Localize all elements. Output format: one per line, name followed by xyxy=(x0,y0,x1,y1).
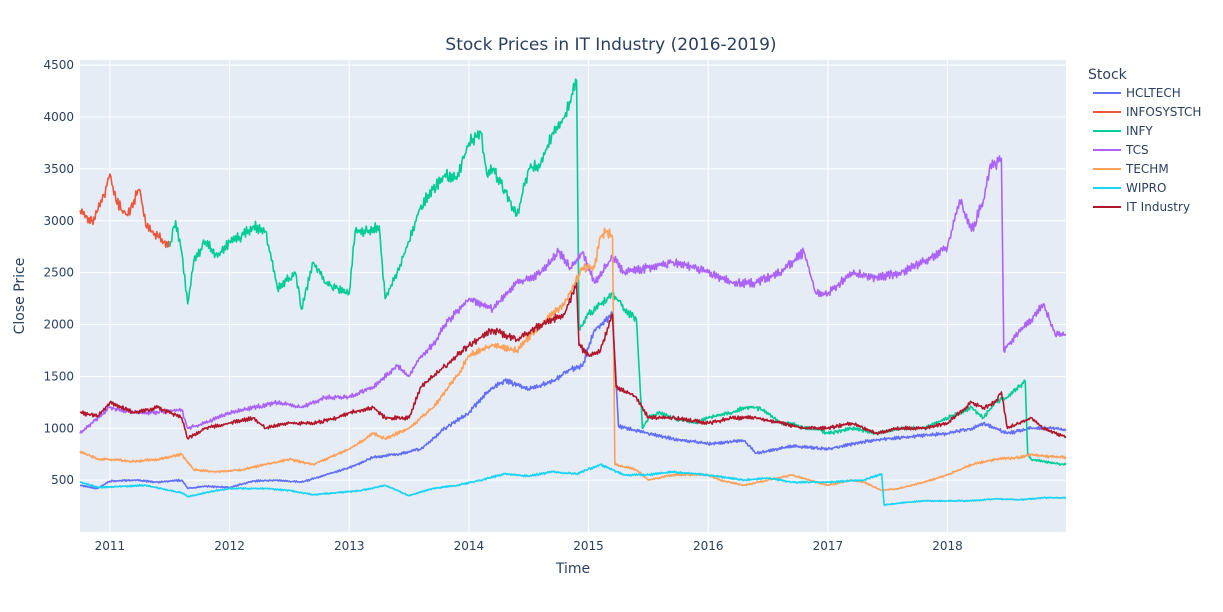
legend-item-techm[interactable]: TECHM xyxy=(1093,162,1169,176)
legend-item-infy[interactable]: INFY xyxy=(1093,124,1153,138)
legend-label: IT Industry xyxy=(1126,200,1190,214)
y-axis-title: Close Price xyxy=(12,258,28,335)
x-tick-label: 2017 xyxy=(813,539,844,553)
legend-item-wipro[interactable]: WIPRO xyxy=(1093,181,1166,195)
x-tick-labels: 2011 2012 2013 2014 2015 2016 2017 2018 xyxy=(95,539,963,553)
plot-area xyxy=(80,60,1066,532)
y-tick-label: 3500 xyxy=(43,162,74,176)
x-tick-label: 2012 xyxy=(214,539,245,553)
grid-lines xyxy=(80,60,1066,532)
legend-item-infosystch[interactable]: INFOSYSTCH xyxy=(1093,105,1201,119)
legend[interactable]: Stock HCLTECH INFOSYSTCH INFY TCS TECHM WIPRO… xyxy=(1088,67,1201,214)
legend-label: WIPRO xyxy=(1126,181,1166,195)
y-tick-label: 4500 xyxy=(43,58,74,72)
legend-label: INFOSYSTCH xyxy=(1126,105,1201,119)
y-tick-label: 2500 xyxy=(43,266,74,280)
x-tick-label: 2015 xyxy=(573,539,604,553)
series-line-wipro xyxy=(80,463,1067,506)
legend-label: TECHM xyxy=(1125,162,1169,176)
series-line-techm xyxy=(79,227,1067,492)
legend-label: INFY xyxy=(1126,124,1153,138)
y-tick-label: 500 xyxy=(51,473,74,487)
x-tick-label: 2016 xyxy=(693,539,724,553)
legend-label: TCS xyxy=(1125,143,1149,157)
series-line-it-industry xyxy=(79,282,1067,440)
x-tick-label: 2013 xyxy=(334,539,365,553)
x-tick-label: 2011 xyxy=(95,539,126,553)
series-line-infosystch xyxy=(79,173,171,249)
legend-label: HCLTECH xyxy=(1126,86,1181,100)
y-tick-label: 1000 xyxy=(43,421,74,435)
legend-item-it-industry[interactable]: IT Industry xyxy=(1093,200,1190,214)
legend-title: Stock xyxy=(1088,67,1128,83)
series-line-hcltech xyxy=(79,311,1067,490)
series-line-tcs xyxy=(79,155,1067,434)
chart-title: Stock Prices in IT Industry (2016-2019) xyxy=(445,35,776,55)
y-tick-label: 4000 xyxy=(43,110,74,124)
y-tick-label: 2000 xyxy=(43,318,74,332)
y-tick-label: 1500 xyxy=(43,369,74,383)
x-axis-title: Time xyxy=(555,561,590,577)
x-tick-label: 2018 xyxy=(932,539,963,553)
legend-item-hcltech[interactable]: HCLTECH xyxy=(1093,86,1181,100)
x-tick-label: 2014 xyxy=(454,539,485,553)
y-tick-labels: 500 1000 1500 2000 2500 3000 3500 4000 4500 xyxy=(43,58,74,487)
series-lines xyxy=(79,78,1067,506)
legend-item-tcs[interactable]: TCS xyxy=(1093,143,1149,157)
y-tick-label: 3000 xyxy=(43,214,74,228)
